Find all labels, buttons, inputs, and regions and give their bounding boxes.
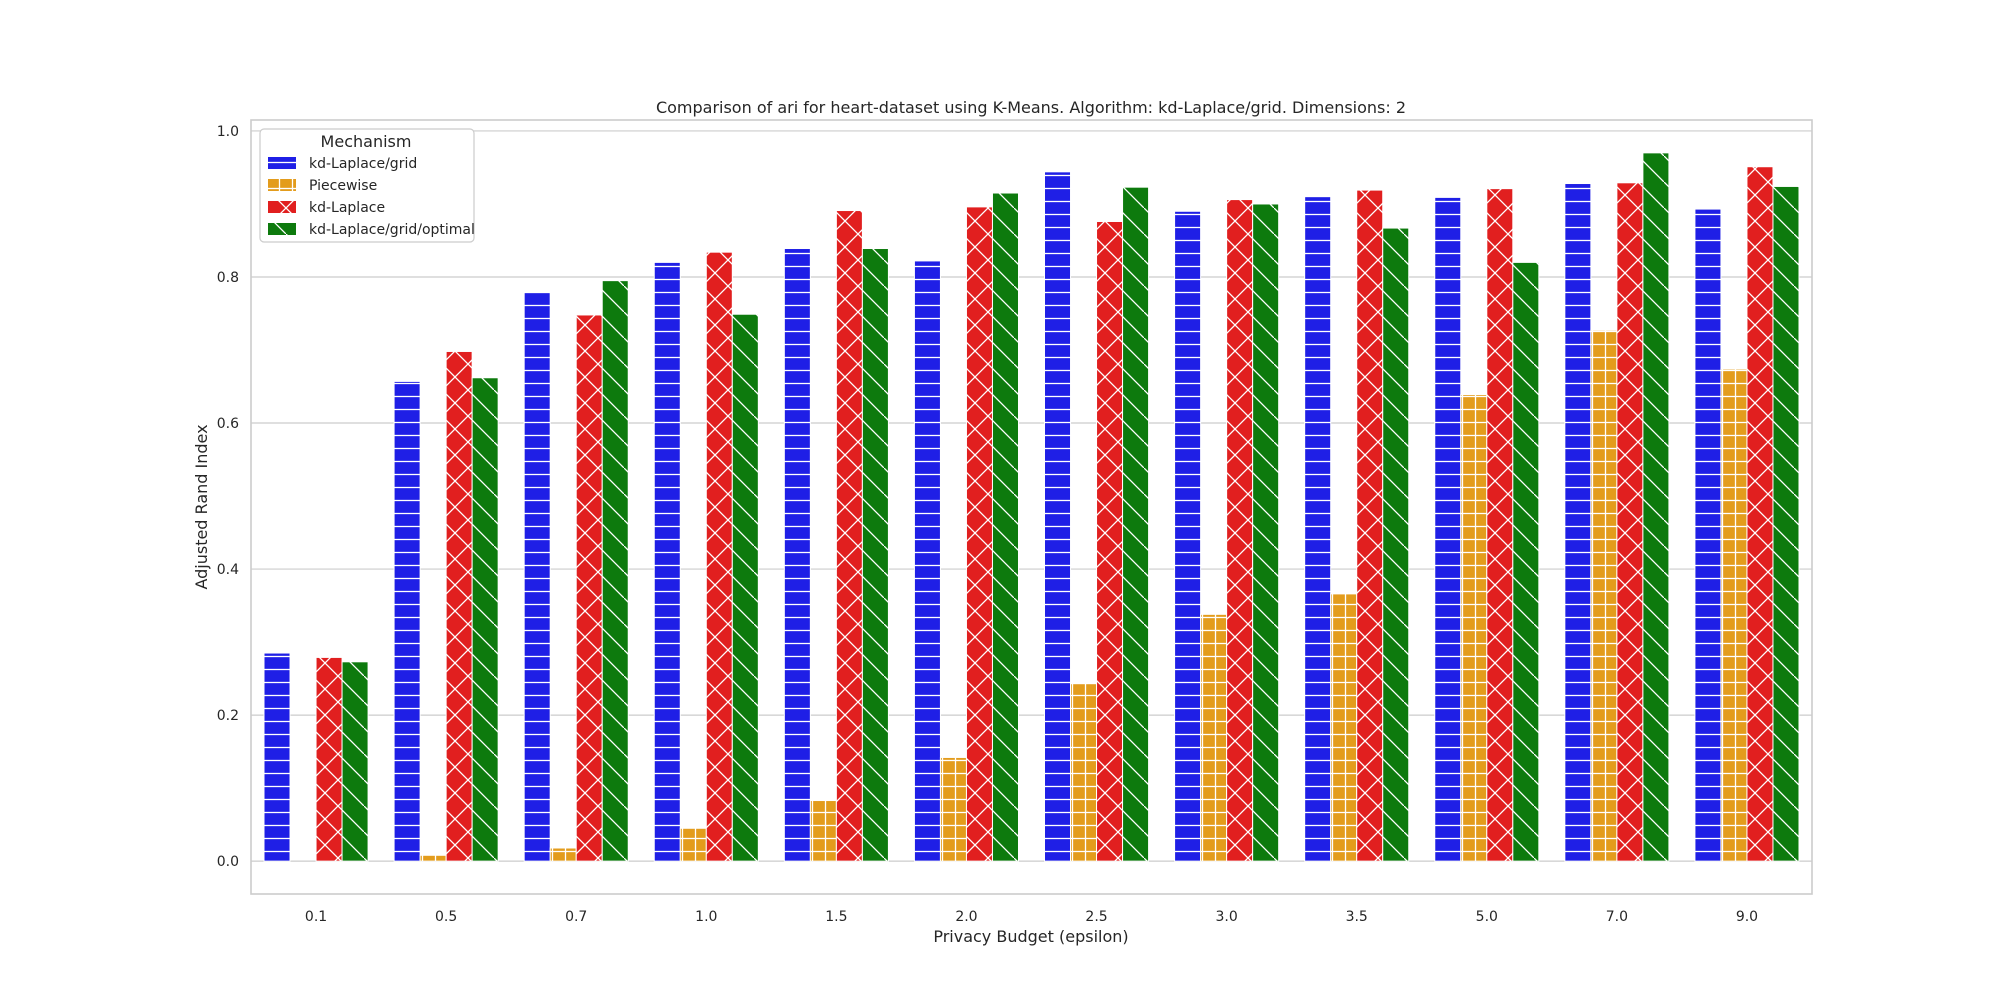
bar-kd-laplace-grid-3-5 xyxy=(1304,196,1332,862)
bar-kd-laplace-grid-9-0 xyxy=(1694,208,1722,862)
x-tick-label: 3.0 xyxy=(1215,909,1237,925)
bar-kd-laplace-7-0 xyxy=(1616,182,1644,862)
bar-kd-laplace-grid-0-1 xyxy=(263,652,291,862)
gridlines xyxy=(251,130,1812,862)
bar-kd-laplace-0-5 xyxy=(445,350,473,862)
bar-piecewise-7-0 xyxy=(1590,329,1618,862)
bar-piecewise-5-0 xyxy=(1460,394,1488,862)
x-tick-label: 1.5 xyxy=(825,909,847,925)
bar-kd-laplace-9-0 xyxy=(1746,166,1774,862)
bar-kd-laplace-grid-1-0 xyxy=(653,261,681,862)
bar-piecewise-0-7 xyxy=(549,847,577,862)
y-ticks: 0.0 0.2 0.4 0.6 0.8 1.0 xyxy=(217,124,239,870)
legend-swatch xyxy=(268,179,296,191)
x-tick-label: 3.5 xyxy=(1346,909,1368,925)
x-tick-label: 0.7 xyxy=(565,909,587,925)
bar-kd-laplace-grid-optimal-0-1 xyxy=(341,661,369,862)
bar-kd-laplace-grid-optimal-0-7 xyxy=(601,280,629,862)
bar-piecewise-2-0 xyxy=(939,756,967,862)
bar-kd-laplace-3-5 xyxy=(1356,189,1384,862)
bar-kd-laplace-5-0 xyxy=(1486,188,1514,862)
bar-kd-laplace-grid-2-0 xyxy=(913,260,941,862)
bar-piecewise-3-0 xyxy=(1200,613,1228,862)
bar-kd-laplace-grid-optimal-1-5 xyxy=(861,248,889,862)
x-tick-label: 1.0 xyxy=(695,909,717,925)
bar-kd-laplace-grid-optimal-9-0 xyxy=(1772,185,1800,862)
chart-title: Comparison of ari for heart-dataset usin… xyxy=(656,98,1406,117)
bar-kd-laplace-grid-2-5 xyxy=(1044,171,1072,862)
bar-kd-laplace-0-7 xyxy=(575,314,603,862)
plot-area xyxy=(250,119,1813,895)
bar-piecewise-9-0 xyxy=(1720,368,1748,862)
bar-kd-laplace-grid-0-5 xyxy=(393,380,421,862)
legend-title: Mechanism xyxy=(321,132,412,151)
bar-piecewise-1-5 xyxy=(809,800,837,862)
bar-kd-laplace-grid-optimal-1-0 xyxy=(731,313,759,862)
legend-label: kd-Laplace xyxy=(309,200,385,216)
bar-piecewise-3-5 xyxy=(1330,593,1358,862)
legend-swatch xyxy=(268,157,296,169)
bar-kd-laplace-grid-7-0 xyxy=(1564,183,1592,862)
x-axis-label: Privacy Budget (epsilon) xyxy=(933,927,1128,946)
bar-kd-laplace-2-0 xyxy=(965,206,993,862)
bar-kd-laplace-grid-optimal-0-5 xyxy=(471,377,499,862)
bar-kd-laplace-grid-3-0 xyxy=(1174,210,1202,862)
bar-kd-laplace-1-5 xyxy=(835,210,863,862)
legend-swatch xyxy=(268,223,296,235)
bar-piecewise-0-5 xyxy=(419,854,447,862)
x-tick-label: 0.5 xyxy=(435,909,457,925)
y-tick-label: 0.2 xyxy=(217,708,239,724)
legend: Mechanism kd-Laplace/grid Piecewise kd-Lap… xyxy=(259,128,475,243)
bar-kd-laplace-1-0 xyxy=(705,251,733,862)
bar-kd-laplace-grid-optimal-3-0 xyxy=(1252,203,1280,862)
bar-kd-laplace-grid-optimal-2-5 xyxy=(1122,186,1150,862)
y-tick-label: 1.0 xyxy=(217,124,239,140)
legend-label: Piecewise xyxy=(309,178,377,194)
x-tick-label: 5.0 xyxy=(1476,909,1498,925)
bar-kd-laplace-grid-1-5 xyxy=(783,248,811,862)
y-tick-label: 0.4 xyxy=(217,562,239,578)
bar-piecewise-2-5 xyxy=(1070,683,1098,862)
bars xyxy=(263,152,1800,862)
bar-kd-laplace-grid-5-0 xyxy=(1434,196,1462,862)
bar-kd-laplace-grid-optimal-7-0 xyxy=(1642,152,1670,862)
x-tick-label: 2.0 xyxy=(955,909,977,925)
x-tick-label: 2.5 xyxy=(1085,909,1107,925)
x-tick-label: 7.0 xyxy=(1606,909,1628,925)
y-tick-label: 0.6 xyxy=(217,416,239,432)
y-tick-label: 0.0 xyxy=(217,854,239,870)
y-axis-label: Adjusted Rand Index xyxy=(192,424,211,589)
y-tick-label: 0.8 xyxy=(217,270,239,286)
legend-swatch xyxy=(268,201,296,213)
bar-kd-laplace-0-1 xyxy=(315,656,343,862)
bar-kd-laplace-grid-optimal-3-5 xyxy=(1382,227,1410,862)
bar-kd-laplace-2-5 xyxy=(1096,220,1124,862)
legend-label: kd-Laplace/grid/optimal xyxy=(309,222,475,238)
bar-kd-laplace-grid-optimal-2-0 xyxy=(991,192,1019,862)
legend-box xyxy=(259,128,475,243)
bar-kd-laplace-grid-optimal-5-0 xyxy=(1512,261,1540,862)
x-tick-label: 9.0 xyxy=(1736,909,1758,925)
x-tick-label: 0.1 xyxy=(305,909,327,925)
bar-piecewise-1-0 xyxy=(679,827,707,862)
legend-label: kd-Laplace/grid xyxy=(309,156,417,172)
bar-kd-laplace-grid-0-7 xyxy=(523,291,551,862)
bar-kd-laplace-3-0 xyxy=(1226,199,1254,862)
x-ticks: 0.1 0.5 0.7 1.0 1.5 2.0 2.5 3.0 3.5 5.0 7.0 9.0 xyxy=(305,909,1758,925)
